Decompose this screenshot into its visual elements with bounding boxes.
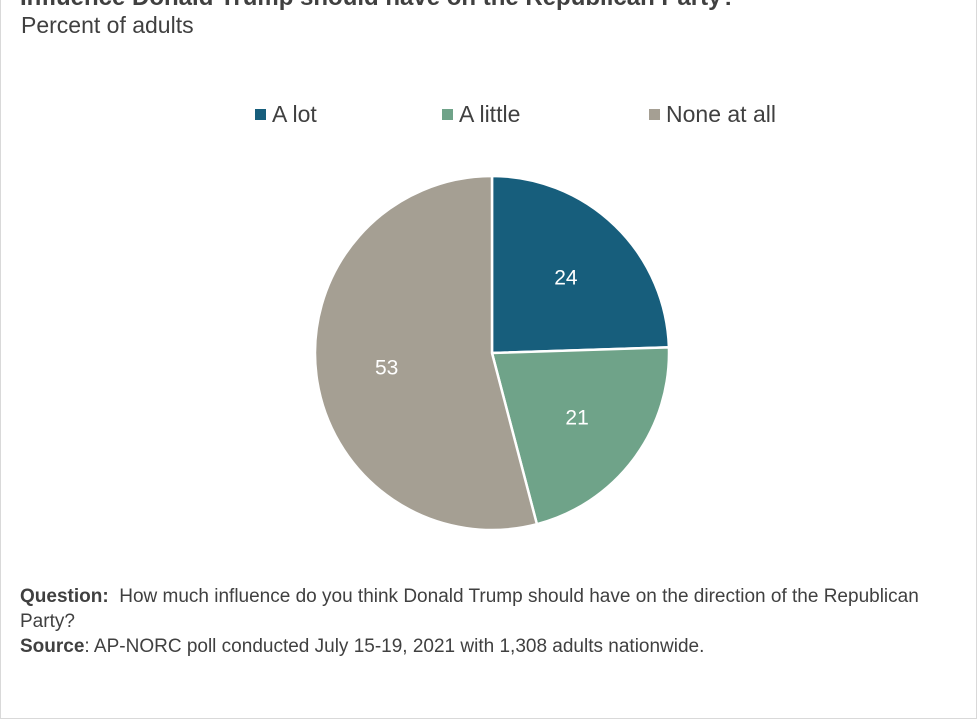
question-label: Question: [20, 586, 109, 607]
question-text: How much influence do you think Donald T… [20, 586, 919, 632]
legend-swatch-a-little [442, 109, 453, 120]
source-label: Source [20, 636, 85, 657]
legend-item-a-lot: A lot [255, 101, 317, 128]
legend-label-a-lot: A lot [272, 101, 317, 127]
data-label-a-little: 21 [565, 407, 588, 430]
pie-slice-a-little [490, 346, 671, 526]
chart-legend: A lot A little None at all [0, 101, 977, 131]
legend-item-a-little: A little [442, 101, 520, 128]
legend-swatch-none-at-all [649, 109, 660, 120]
pie-slice-a-lot [490, 174, 671, 355]
data-label-a-lot: 24 [554, 267, 578, 290]
legend-swatch-a-lot [255, 109, 266, 120]
legend-item-none-at-all: None at all [649, 101, 776, 128]
source-note: Source: AP-NORC poll conducted July 15-1… [20, 634, 950, 659]
question-note: Question: How much influence do you thin… [20, 584, 950, 634]
chart-subtitle: Percent of adults [21, 12, 194, 38]
chart-title: Influence Donald Trump should have on th… [20, 0, 960, 12]
legend-label-none-at-all: None at all [666, 101, 776, 127]
chart-footer: Question: How much influence do you thin… [20, 584, 950, 659]
pie-slice-none-at-all [313, 174, 539, 532]
data-label-none-at-all: 53 [375, 357, 398, 380]
source-text: : AP-NORC poll conducted July 15-19, 202… [84, 636, 705, 657]
legend-label-a-little: A little [459, 101, 521, 127]
